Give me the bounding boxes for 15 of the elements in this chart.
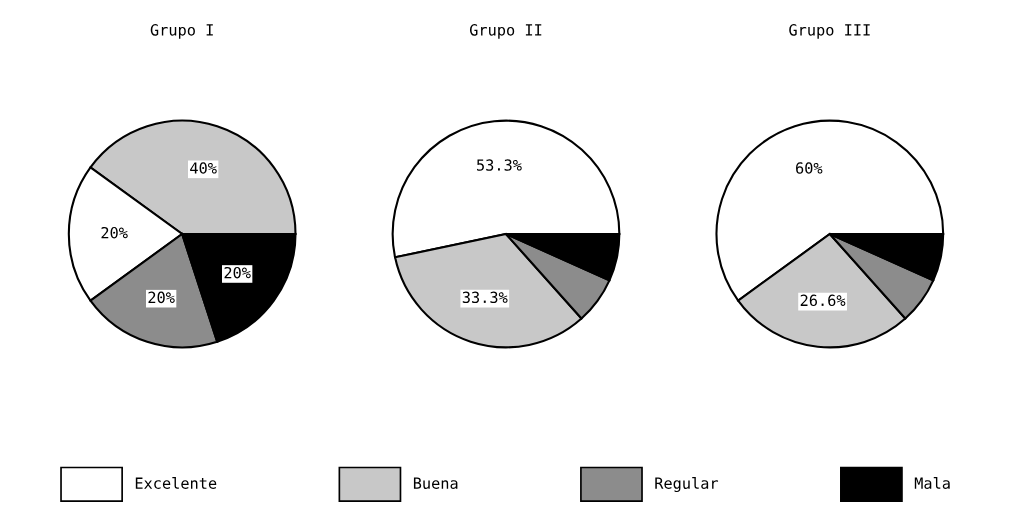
data-label: 60%	[796, 162, 823, 174]
legend-label: Buena	[413, 477, 458, 489]
legend-label: Excelente	[135, 477, 217, 489]
chart-title: Grupo II	[469, 24, 542, 39]
legend-label: Regular	[655, 477, 719, 493]
data-label: 40%	[190, 162, 217, 174]
data-label: 20%	[224, 266, 251, 279]
data-label: 20%	[148, 291, 175, 304]
data-label: 20%	[101, 226, 128, 239]
chart-title: Grupo III	[789, 24, 870, 39]
chart-title: Grupo I	[150, 24, 213, 39]
data-label: 53.3%	[477, 159, 522, 171]
data-label: 33.3%	[462, 291, 508, 304]
legend-label: Mala	[914, 477, 950, 489]
data-label: 26.6%	[800, 294, 846, 307]
